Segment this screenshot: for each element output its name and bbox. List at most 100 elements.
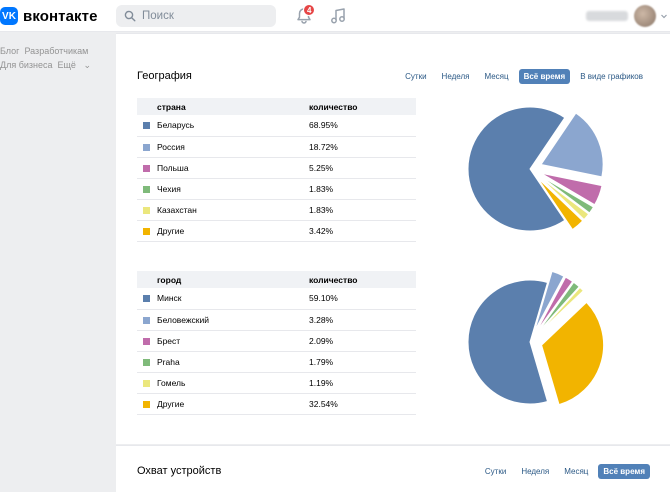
row-label: Казахстан (157, 204, 197, 215)
row-label: Беларусь (157, 120, 195, 131)
chevron-down-icon: ⌄ (83, 60, 91, 70)
devices-title: Охват устройств (137, 465, 222, 477)
row-label: Другие (157, 398, 185, 409)
chevron-down-icon[interactable] (660, 12, 668, 20)
table-row: Praha 1.79% (137, 351, 416, 373)
column-city: город (137, 271, 287, 288)
link-developers[interactable]: Разработчикам (24, 46, 89, 56)
legend-swatch (143, 379, 150, 387)
tab-all-time[interactable]: Всё время (598, 464, 650, 479)
row-value: 2.09% (287, 330, 416, 352)
devices-period-tabs: Сутки Неделя Месяц Всё время (475, 464, 650, 479)
row-label-cell: Минск (137, 288, 287, 310)
column-count: количество (287, 98, 416, 115)
sidebar-links: Блог Разработчикам Для бизнеса Ещё ⌄ (0, 44, 110, 72)
geography-title: География (137, 70, 192, 82)
row-label: Минск (157, 293, 182, 304)
row-label-cell: Другие (137, 393, 287, 415)
search-icon (124, 10, 136, 22)
geography-card: География Сутки Неделя Месяц Всё время В… (116, 33, 670, 444)
legend-swatch (143, 143, 150, 151)
row-label-cell: Praha (137, 351, 287, 373)
pie-slice-1[interactable] (534, 270, 565, 332)
table-row: Польша 5.25% (137, 157, 416, 179)
table-row: Брест 2.09% (137, 330, 416, 352)
table-row: Чехия 1.83% (137, 178, 416, 200)
vk-logo-icon: VK (0, 7, 18, 25)
pie-slice-2[interactable] (535, 276, 574, 333)
legend-swatch (143, 400, 150, 408)
row-value: 1.79% (287, 351, 416, 373)
pie-slice-3[interactable] (539, 175, 595, 214)
pie-slice-5[interactable] (541, 301, 605, 406)
row-value: 68.95% (287, 115, 416, 137)
row-value: 5.25% (287, 157, 416, 179)
row-label-cell: Беларусь (137, 115, 287, 137)
table-row: Беларусь 68.95% (137, 115, 416, 137)
user-name-blurred[interactable] (586, 11, 628, 21)
row-label-cell: Польша (137, 157, 287, 179)
legend-swatch (143, 227, 150, 235)
row-label: Гомель (157, 377, 186, 388)
pie-slice-0[interactable] (467, 106, 566, 232)
row-value: 1.83% (287, 178, 416, 200)
tab-day[interactable]: Сутки (484, 467, 507, 476)
table-header: город количество (137, 271, 416, 288)
row-value: 18.72% (287, 136, 416, 158)
tab-month[interactable]: Месяц (564, 467, 589, 476)
row-label-cell: Гомель (137, 372, 287, 394)
search-input[interactable] (142, 10, 262, 22)
column-country: страна (137, 98, 287, 115)
legend-swatch (143, 316, 150, 324)
row-value: 3.42% (287, 220, 416, 242)
avatar[interactable] (634, 5, 656, 27)
row-label: Чехия (157, 183, 181, 194)
row-value: 59.10% (287, 288, 416, 310)
table-row: Гомель 1.19% (137, 372, 416, 394)
pie-slice-4[interactable] (538, 286, 585, 334)
pie-slice-0[interactable] (467, 279, 549, 405)
music-icon[interactable] (330, 7, 346, 25)
pie-slice-1[interactable] (540, 112, 604, 178)
legend-swatch (143, 206, 150, 214)
row-value: 1.19% (287, 372, 416, 394)
legend-swatch (143, 185, 150, 193)
legend-swatch (143, 337, 150, 345)
link-more-label: Ещё (57, 60, 76, 70)
table-row: Минск 59.10% (137, 288, 416, 310)
row-label: Беловежский (157, 314, 210, 325)
link-blog[interactable]: Блог (0, 46, 20, 56)
table-row: Другие 32.54% (137, 393, 416, 415)
pie-slice-4[interactable] (538, 176, 590, 221)
tab-as-graphs[interactable]: В виде графиков (580, 72, 643, 81)
vk-logo[interactable]: VK вконтакте (0, 6, 98, 26)
pie-slice-2[interactable] (540, 172, 603, 206)
link-more[interactable]: Ещё ⌄ (58, 60, 96, 70)
tab-day[interactable]: Сутки (405, 72, 427, 81)
row-label-cell: Россия (137, 136, 287, 158)
row-label: Другие (157, 225, 185, 236)
row-label-cell: Другие (137, 220, 287, 242)
tab-week[interactable]: Неделя (521, 467, 550, 476)
table-row: Другие 3.42% (137, 220, 416, 242)
tab-week[interactable]: Неделя (441, 72, 470, 81)
legend-swatch (143, 164, 150, 172)
row-label-cell: Брест (137, 330, 287, 352)
legend-swatch (143, 295, 150, 302)
country-table: страна количество Беларусь 68.95% Россия 18… (137, 98, 416, 242)
tab-all-time[interactable]: Всё время (518, 69, 571, 84)
link-business[interactable]: Для бизнеса (0, 60, 53, 70)
tab-month[interactable]: Месяц (484, 72, 509, 81)
table-row: Россия 18.72% (137, 136, 416, 158)
row-label-cell: Чехия (137, 178, 287, 200)
devices-card: Охват устройств Сутки Неделя Месяц Всё в… (116, 445, 670, 492)
legend-swatch (143, 358, 150, 366)
country-pie-chart (467, 106, 604, 232)
pie-slice-5[interactable] (537, 177, 584, 231)
row-label-cell: Казахстан (137, 199, 287, 221)
column-count: количество (287, 271, 416, 288)
geography-period-tabs: Сутки Неделя Месяц Всё время В виде граф… (395, 69, 648, 84)
search-box[interactable] (116, 5, 276, 27)
top-header: VK вконтакте 4 (0, 0, 670, 32)
pie-slice-3[interactable] (537, 281, 580, 334)
